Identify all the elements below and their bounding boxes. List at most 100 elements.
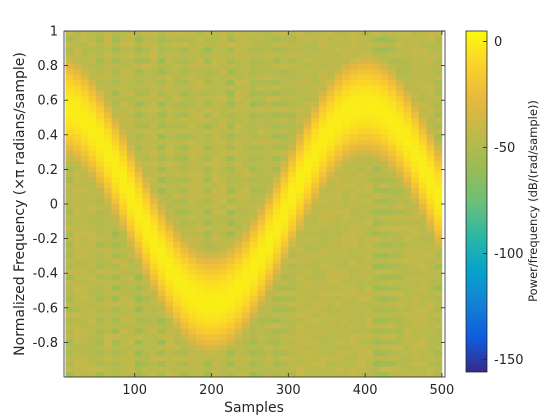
spectrogram-cell [203,252,212,259]
spectrogram-cell [65,333,74,340]
spectrogram-cell [434,166,443,172]
spectrogram-cell [73,90,82,97]
spectrogram-cell [365,209,374,216]
spectrogram-cell [249,306,258,313]
spectrogram-cell [180,31,189,37]
spectrogram-cell [180,36,189,43]
spectrogram-cell [73,79,82,86]
spectrogram-cell [257,149,266,156]
spectrogram-cell [165,139,174,145]
spectrogram-cell [142,247,151,253]
spectrogram-cell [119,285,128,291]
spectrogram-cell [395,295,404,302]
spectrogram-cell [142,295,151,302]
spectrogram-cell [411,274,420,280]
spectrogram-cell [88,247,97,253]
spectrogram-cell [288,36,297,43]
spectrogram-cell [349,176,358,183]
spectrogram-cell [188,122,197,129]
spectrogram-cell [188,290,197,297]
spectrogram-cell [395,279,404,286]
spectrogram-cell [73,112,82,118]
spectrogram-cell [434,366,443,372]
spectrogram-cell [242,241,251,248]
spectrogram-cell [88,52,97,59]
spectrogram-cell [403,247,412,253]
spectrogram-cell [126,155,135,162]
spectrogram-cell [357,58,366,64]
spectrogram-cell [203,95,212,102]
spectrogram-cell [334,112,343,118]
spectrogram-cell [418,155,427,162]
spectrogram-cell [380,182,389,189]
spectrogram-cell [73,193,82,199]
spectrogram-cell [119,112,128,118]
spectrogram-cell [126,144,135,151]
spectrogram-cell [96,52,105,59]
spectrogram-cell [372,322,381,329]
spectrogram-cell [196,236,205,243]
spectrogram-cell [365,95,374,102]
spectrogram-cell [411,312,420,318]
spectrogram-cell [111,349,120,356]
spectrogram-cell [173,252,182,259]
spectrogram-cell [395,52,404,59]
spectrogram-cell [157,36,166,43]
spectrogram-cell [388,285,397,291]
spectrogram-cell [242,306,251,313]
spectrogram-cell [395,144,404,151]
spectrogram-cell [357,117,366,124]
spectrogram-cell [65,182,74,189]
spectrogram-cell [349,279,358,286]
spectrogram-cell [326,31,335,37]
spectrogram-cell [196,160,205,167]
spectrogram-cell [357,231,366,237]
spectrogram-cell [111,52,120,59]
spectrogram-cell [411,52,420,59]
spectrogram-cell [80,268,89,275]
spectrogram-cell [365,225,374,232]
spectrogram-cell [88,279,97,286]
spectrogram-cell [334,193,343,199]
spectrogram-cell [426,279,435,286]
spectrogram-cell [342,117,351,124]
spectrogram-cell [403,176,412,183]
spectrogram-cell [73,95,82,102]
spectrogram-cell [196,63,205,70]
spectrogram-cell [65,317,74,324]
spectrogram-cell [319,74,327,80]
spectrogram-cell [96,166,105,172]
spectrogram-cell [395,182,404,189]
spectrogram-cell [242,176,251,183]
spectrogram-cell [226,117,235,124]
spectrogram-cell [234,349,243,356]
spectrogram-cell [203,268,212,275]
spectrogram-cell [257,68,266,75]
spectrogram-cell [295,333,304,340]
spectrogram-cell [257,339,266,345]
spectrogram-cell [73,52,82,59]
spectrogram-cell [342,322,351,329]
spectrogram-cell [311,263,320,270]
spectrogram-cell [349,133,358,140]
spectrogram-cell [411,41,420,48]
spectrogram-cell [319,285,327,291]
spectrogram-cell [372,247,381,253]
spectrogram-cell [326,52,335,59]
spectrogram-cell [249,166,258,172]
spectrogram-cell [326,68,335,75]
spectrogram-cell [280,149,289,156]
spectrogram-cell [288,139,297,145]
spectrogram-cell [180,214,189,221]
spectrogram-cell [434,371,443,378]
spectrogram-cell [326,231,335,237]
spectrogram-cell [403,231,412,237]
spectrogram-cell [295,355,304,362]
spectrogram-cell [365,149,374,156]
spectrogram-cell [249,317,258,324]
spectrogram-cell [334,63,343,70]
spectrogram-cell [111,58,120,64]
spectrogram-cell [357,322,366,329]
spectrogram-cell [157,274,166,280]
spectrogram-cell [126,317,135,324]
